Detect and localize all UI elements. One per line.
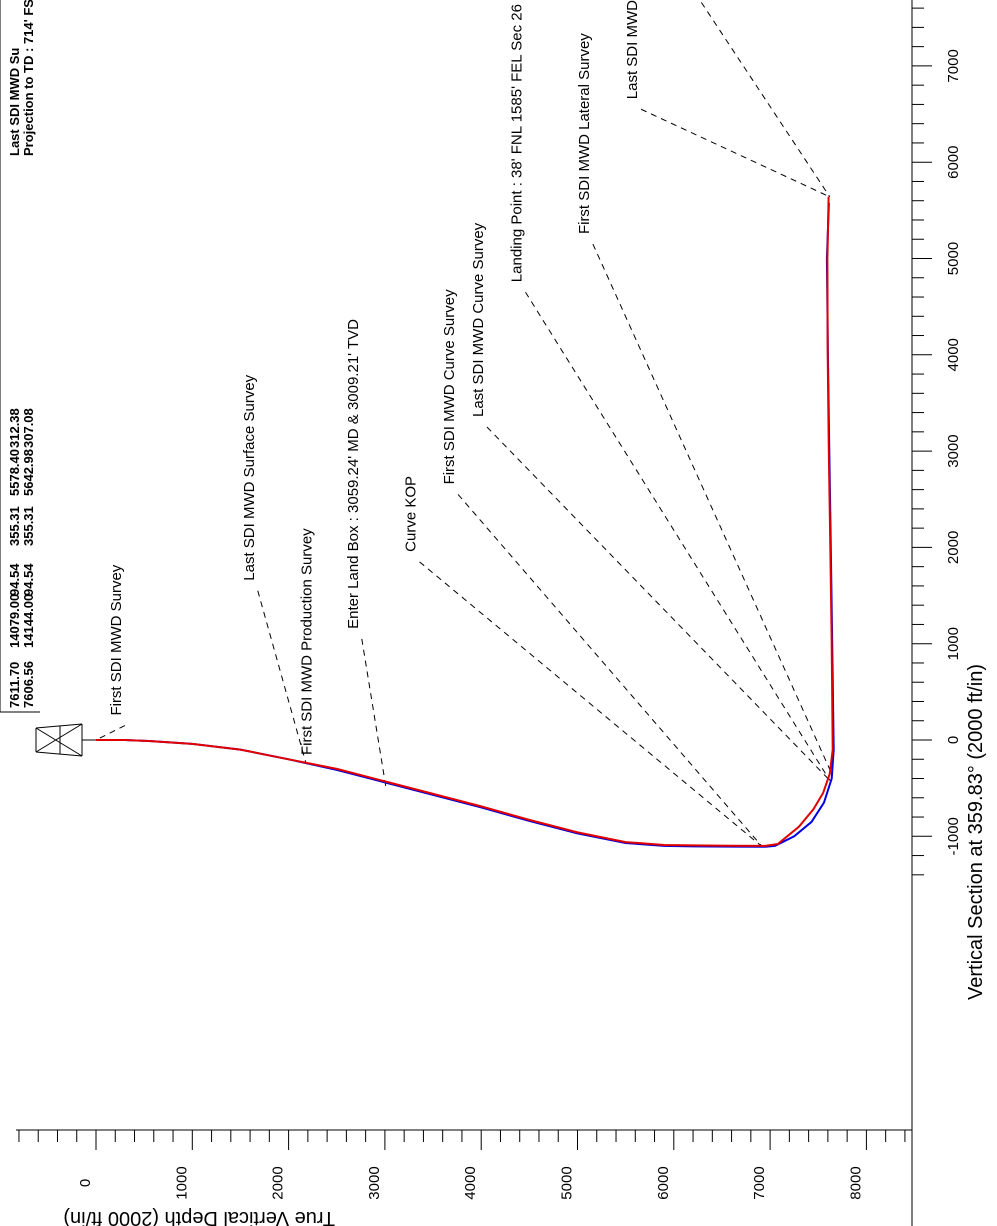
table-cell: 14144.00 (21, 594, 36, 648)
annotation-labels: First SDI MWD Survey Last SDI MWD Surface… (108, 0, 641, 755)
annotation-label: Last SDI MWD Curve Survey (470, 222, 487, 417)
annotation-label: Landing Point : 38' FNL 1585' FEL Sec 26 (508, 4, 525, 282)
annotation-label: First SDI MWD Production Survey (299, 528, 316, 755)
table-cell: 7611.70 (7, 662, 22, 708)
table-cell: 94.54 (7, 563, 22, 596)
survey-series (96, 196, 835, 848)
x-axis-title: Vertical Section at 359.83° (2000 ft/in) (965, 664, 987, 1000)
annotation-label: First SDI MWD Lateral Survey (576, 33, 593, 234)
y-tick-label: 8000 (847, 1166, 864, 1199)
x-tick-label: 4000 (945, 338, 962, 371)
x-tick-label: 6000 (945, 146, 962, 179)
y-tick-label: 6000 (655, 1166, 672, 1199)
annotation-leader (257, 590, 307, 764)
annotation-leaders (95, 0, 833, 848)
annotation-label: First SDI MWD Curve Survey (441, 289, 458, 485)
annotation-leader (640, 108, 831, 198)
x-axis-ticks: -100001000200030004000500060007000800090… (912, 7, 962, 876)
annotation-leader (699, 0, 831, 198)
annotation-leader (95, 725, 126, 741)
annotation-label: Last SDI MWD Survey (624, 0, 641, 99)
y-tick-label: 5000 (559, 1166, 576, 1199)
x-tick-label: 5000 (945, 242, 962, 275)
annotation-leader (592, 243, 833, 774)
y-axis-title: True Vertical Depth (2000 ft/in) (63, 1207, 335, 1226)
annotation-label: Last SDI MWD Surface Survey (241, 374, 258, 580)
table-cell: Projection to TD : 714' FSL 1598' FEL Se (21, 0, 36, 156)
table-cell: 7606.56 (21, 661, 36, 708)
x-tick-label: 7000 (945, 49, 962, 82)
annotation-label: Enter Land Box : 3059.24' MD & 3009.21' … (345, 319, 362, 629)
x-tick-label: 3000 (945, 434, 962, 467)
x-tick-label: 2000 (945, 531, 962, 564)
annotation-leader (486, 426, 831, 781)
y-axis-ticks: 0 1000 2000 3000 4000 5000 6000 7000 8000 (18, 1130, 906, 1200)
survey-line-1 (96, 202, 835, 848)
annotation-leader (419, 561, 763, 848)
y-tick-label: 7000 (751, 1166, 768, 1199)
table-cell: 5642.98 (21, 449, 36, 496)
y-tick-label: 2000 (270, 1166, 287, 1199)
annotation-label: First SDI MWD Survey (108, 564, 125, 715)
y-tick-label: 4000 (462, 1166, 479, 1199)
x-tick-label: 0 (945, 736, 962, 744)
table-cell: 94.54 (21, 563, 36, 596)
table-cell: Last SDI MWD Su (7, 48, 22, 156)
table-cell: 307.08 (21, 408, 36, 448)
table-cell: 355.31 (21, 506, 36, 546)
y-tick-label: 0 (77, 1179, 94, 1187)
table-cell: 355.31 (7, 506, 22, 546)
y-tick-label: 1000 (173, 1166, 190, 1199)
survey-line-2 (96, 196, 834, 847)
annotation-leader (457, 494, 763, 848)
x-tick-label: 1000 (945, 627, 962, 660)
table-cell: 312.38 (7, 408, 22, 448)
table-cell: 14079.00 (7, 594, 22, 648)
rig-icon (35, 723, 96, 757)
y-tick-label: 3000 (366, 1166, 383, 1199)
annotation-label: Curve KOP (403, 476, 420, 552)
table-cell: 5578.40 (7, 449, 22, 496)
x-tick-label: -1000 (945, 817, 962, 855)
annotation-leader (525, 291, 831, 781)
annotation-leader (361, 638, 387, 787)
